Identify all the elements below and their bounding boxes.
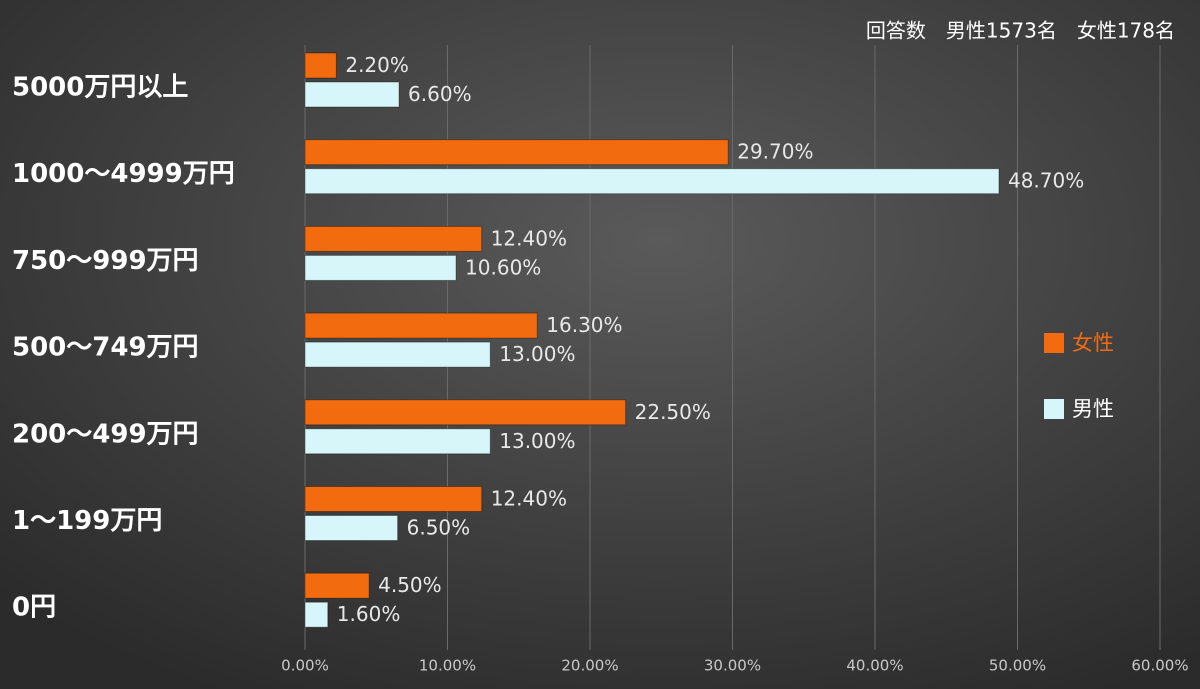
subtitle: 回答数 男性1573名 女性178名: [866, 19, 1175, 43]
legend-swatch: [1044, 333, 1064, 353]
value-label: 16.30%: [546, 313, 622, 337]
bar: [304, 254, 457, 281]
value-label: 48.70%: [1008, 169, 1084, 193]
legend-label: 男性: [1072, 397, 1114, 421]
value-label: 6.50%: [407, 516, 471, 540]
bar: [304, 486, 483, 512]
bar: [304, 341, 491, 368]
bar: [304, 399, 627, 426]
x-tick-label: 60.00%: [1131, 657, 1188, 675]
category-label: 0円: [12, 593, 56, 623]
category-label: 750～999万円: [12, 246, 199, 276]
value-label: 12.40%: [491, 226, 567, 250]
bar: [304, 168, 1000, 195]
bar: [304, 81, 400, 108]
value-label: 13.00%: [499, 429, 575, 453]
value-label: 13.00%: [499, 342, 575, 366]
category-label: 500～749万円: [12, 333, 199, 363]
bar: [304, 515, 399, 541]
bar: [304, 52, 337, 79]
bar: [304, 225, 483, 252]
bar: [304, 601, 329, 628]
bar: [304, 312, 538, 339]
x-tick-label: 20.00%: [561, 657, 618, 675]
x-tick-label: 50.00%: [989, 657, 1046, 675]
x-tick-label: 10.00%: [419, 657, 476, 675]
legend-label: 女性: [1072, 331, 1114, 355]
bar: [304, 572, 370, 599]
x-tick-label: 0.00%: [281, 657, 329, 675]
bar: [304, 139, 729, 166]
x-tick-label: 30.00%: [704, 657, 761, 675]
category-label: 1～199万円: [12, 506, 162, 536]
bar: [304, 428, 491, 455]
value-label: 29.70%: [737, 140, 813, 164]
category-label: 200～499万円: [12, 419, 199, 449]
x-tick-label: 40.00%: [846, 657, 903, 675]
value-label: 1.60%: [337, 602, 401, 626]
legend-swatch: [1044, 399, 1064, 419]
value-label: 22.50%: [635, 400, 711, 424]
value-label: 10.60%: [465, 255, 541, 279]
value-label: 2.20%: [345, 53, 409, 77]
value-label: 12.40%: [491, 487, 567, 511]
value-label: 6.60%: [408, 82, 472, 106]
category-label: 1000～4999万円: [12, 159, 235, 189]
category-label: 5000万円以上: [12, 73, 188, 103]
value-label: 4.50%: [378, 573, 442, 597]
